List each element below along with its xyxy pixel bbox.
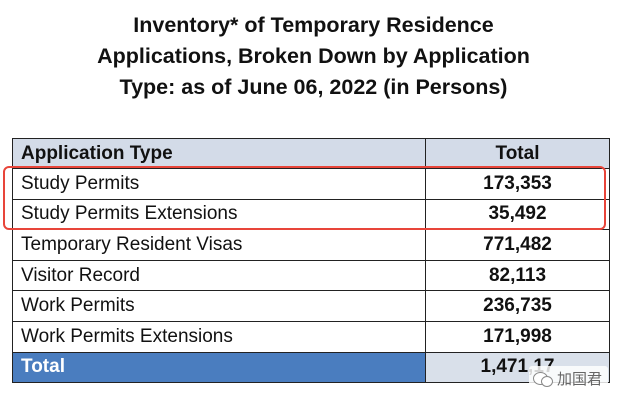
row-type: Work Permits Extensions bbox=[12, 320, 426, 353]
table-row: Work Permits Extensions 171,998 bbox=[12, 320, 610, 353]
header-total: Total bbox=[425, 138, 610, 169]
title-line-1: Inventory* of Temporary Residence bbox=[133, 13, 494, 37]
total-row: Total 1,471,17 bbox=[12, 351, 610, 384]
row-total: 82,113 bbox=[425, 259, 610, 292]
row-type: Visitor Record bbox=[12, 259, 426, 292]
wechat-icon bbox=[533, 370, 553, 387]
row-type: Study Permits Extensions bbox=[12, 198, 426, 231]
table-header-row: Application Type Total bbox=[12, 138, 610, 169]
header-application-type: Application Type bbox=[12, 138, 426, 169]
table-row: Temporary Resident Visas 771,482 bbox=[12, 229, 610, 261]
table-row: Visitor Record 82,113 bbox=[12, 259, 610, 292]
row-total: 236,735 bbox=[425, 290, 610, 322]
table-row: Study Permits 173,353 bbox=[12, 168, 610, 200]
row-type: Study Permits bbox=[12, 168, 426, 200]
row-type: Temporary Resident Visas bbox=[12, 229, 426, 261]
row-total: 171,998 bbox=[425, 320, 610, 353]
table-row: Study Permits Extensions 35,492 bbox=[12, 198, 610, 231]
document-title: Inventory* of Temporary Residence Applic… bbox=[0, 10, 627, 103]
title-line-3: Type: as of June 06, 2022 (in Persons) bbox=[119, 75, 508, 99]
row-total: 173,353 bbox=[425, 168, 610, 200]
table-row: Work Permits 236,735 bbox=[12, 290, 610, 322]
row-total: 35,492 bbox=[425, 198, 610, 231]
inventory-table: Application Type Total Study Permits 173… bbox=[12, 138, 610, 384]
row-type: Work Permits bbox=[12, 290, 426, 322]
total-label: Total bbox=[12, 351, 426, 384]
watermark: 加国君 bbox=[529, 366, 609, 391]
row-total: 771,482 bbox=[425, 229, 610, 261]
title-line-2: Applications, Broken Down by Application bbox=[97, 44, 530, 68]
watermark-text: 加国君 bbox=[557, 370, 603, 388]
